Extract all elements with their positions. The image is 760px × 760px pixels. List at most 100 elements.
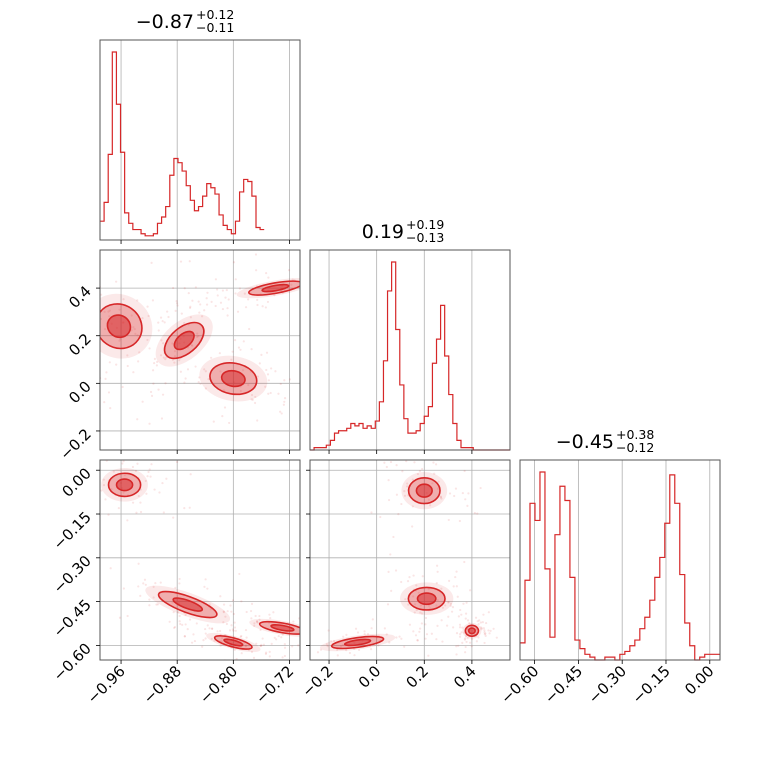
scatter-point: [482, 613, 485, 616]
scatter-point: [283, 643, 286, 646]
scatter-point: [312, 628, 314, 630]
scatter-point: [269, 616, 272, 620]
scatter-point: [424, 616, 428, 620]
scatter-point: [226, 314, 229, 317]
histogram-1: [310, 261, 510, 451]
scatter-point: [288, 378, 292, 381]
scatter-point: [324, 631, 326, 633]
scatter-point: [130, 329, 133, 332]
scatter-point: [350, 661, 352, 663]
scatter-point: [100, 293, 103, 296]
scatter-point: [212, 420, 215, 423]
scatter-point: [266, 300, 270, 304]
scatter-point: [255, 642, 258, 645]
scatter-point: [224, 615, 227, 618]
scatter-point: [455, 632, 459, 635]
scatter-point: [146, 338, 149, 342]
scatter-point: [492, 627, 495, 630]
scatter-point: [425, 633, 429, 636]
scatter-point: [447, 615, 450, 618]
scatter-point: [171, 342, 174, 345]
y-tick-label: 0.2: [65, 330, 95, 360]
scatter-point: [418, 630, 421, 633]
x-tick-label: −0.15: [629, 662, 674, 707]
scatter-point: [134, 441, 136, 443]
contour-level-2: [415, 483, 433, 498]
scatter-point: [161, 393, 165, 396]
scatter-point: [458, 626, 462, 629]
scatter-point: [224, 296, 227, 299]
scatter-point: [173, 355, 177, 358]
scatter-point: [152, 382, 155, 385]
scatter-point: [130, 314, 133, 317]
scatter-point: [421, 575, 424, 578]
scatter-point: [407, 603, 410, 606]
scatter-point: [189, 305, 192, 308]
scatter-point: [405, 485, 409, 488]
scatter-point: [436, 487, 440, 490]
scatter-point: [147, 314, 150, 318]
scatter-point: [458, 635, 462, 638]
scatter-point: [416, 639, 419, 642]
scatter-point: [161, 319, 164, 323]
scatter-point: [139, 510, 143, 514]
scatter-point: [178, 620, 181, 623]
scatter-point: [447, 518, 450, 522]
scatter-point: [244, 644, 248, 647]
scatter-point: [236, 310, 240, 313]
scatter-point: [256, 653, 258, 655]
scatter-point: [395, 636, 398, 639]
scatter-point: [275, 638, 278, 641]
scatter-point: [251, 398, 254, 401]
contour-level-2: [173, 330, 195, 351]
scatter-point: [187, 323, 190, 326]
scatter-point: [274, 370, 277, 373]
scatter-point: [231, 350, 234, 353]
scatter-point: [412, 630, 415, 633]
scatter-point: [336, 648, 339, 651]
scatter-point: [464, 645, 467, 649]
scatter-point: [474, 616, 478, 619]
scatter-point: [151, 299, 155, 302]
scatter-point: [138, 351, 141, 354]
scatter-point: [258, 614, 261, 618]
scatter-point: [273, 636, 276, 639]
scatter-point: [163, 321, 166, 324]
scatter-point: [189, 473, 192, 476]
scatter-point: [440, 619, 443, 622]
panel-frame: [99, 459, 301, 661]
scatter-point: [279, 382, 282, 386]
scatter-point: [450, 457, 452, 459]
title-value: 0.19: [362, 221, 404, 243]
scatter-point: [239, 635, 242, 638]
scatter-point: [303, 626, 305, 628]
scatter-point: [214, 304, 217, 308]
scatter-point: [230, 358, 233, 361]
scatter-point: [256, 620, 259, 623]
scatter-point: [437, 480, 440, 483]
scatter-point: [186, 368, 190, 371]
scatter-point: [198, 311, 201, 314]
scatter-point: [122, 460, 125, 463]
scatter-point: [134, 469, 138, 472]
scatter-point: [184, 623, 187, 626]
scatter-point: [103, 310, 106, 313]
scatter-point: [40, 370, 42, 372]
scatter-point: [315, 630, 317, 632]
scatter-point: [354, 280, 356, 282]
contour-level-2: [261, 283, 290, 293]
scatter-point: [460, 631, 463, 634]
scatter-point: [204, 387, 207, 390]
scatter-point: [164, 358, 167, 361]
scatter-point: [455, 653, 458, 656]
scatter-point: [427, 588, 430, 591]
scatter-point: [46, 286, 48, 288]
scatter-point: [117, 506, 120, 510]
scatter-point: [277, 392, 280, 395]
scatter-point: [330, 640, 333, 643]
histogram-step-2: [520, 471, 720, 661]
scatter-point: [435, 582, 438, 585]
scatter-point: [315, 286, 317, 288]
x-tick-label: −0.45: [541, 662, 586, 707]
scatter-point: [363, 632, 366, 636]
